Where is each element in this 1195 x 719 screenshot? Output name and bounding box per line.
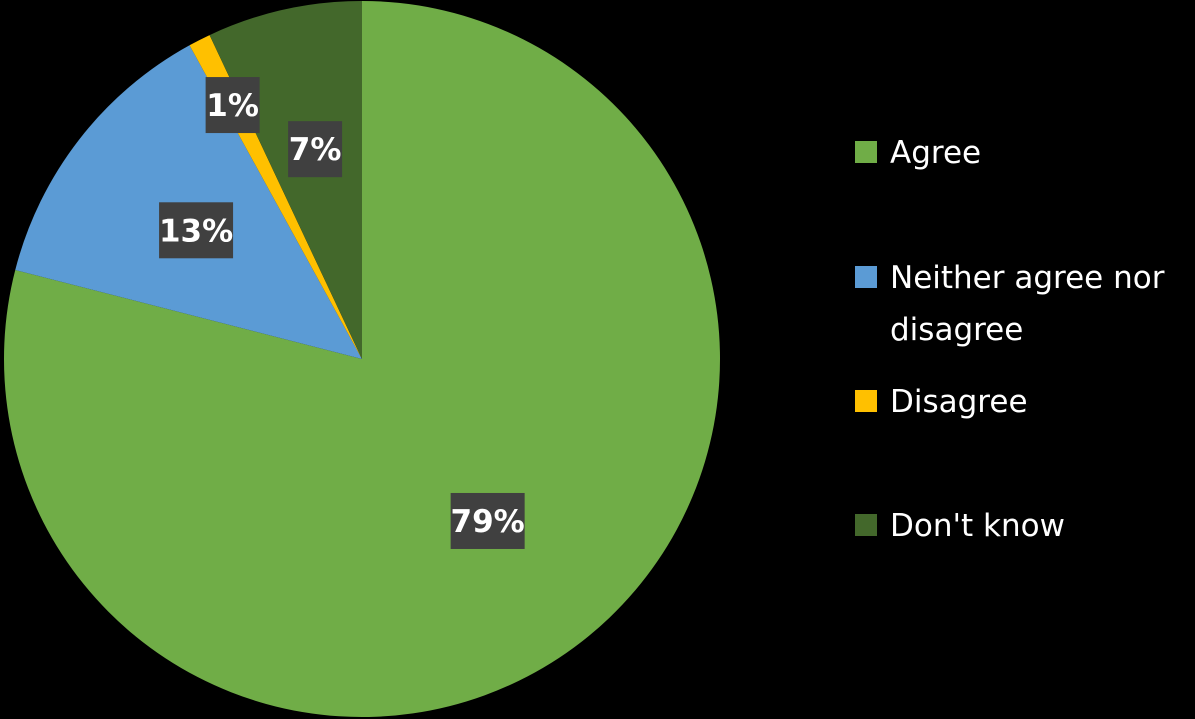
data-label-box xyxy=(450,492,525,549)
legend-swatch xyxy=(855,390,877,412)
data-label-box xyxy=(288,121,343,178)
legend-item: Don't know xyxy=(855,508,1065,544)
pie-slice-neither-agree-nor-disagree xyxy=(15,45,363,360)
data-label-box xyxy=(159,202,234,259)
data-label-text: 7% xyxy=(289,132,342,168)
legend-label: Neither agree nor xyxy=(890,260,1165,296)
legend-item: Agree xyxy=(855,135,981,171)
data-label: 79% xyxy=(450,492,525,549)
data-label: 7% xyxy=(288,121,343,178)
legend-swatch xyxy=(855,514,877,536)
legend-label: disagree xyxy=(890,312,1023,348)
pie-slices xyxy=(3,1,720,717)
legend-label: Don't know xyxy=(890,508,1065,544)
data-label-text: 1% xyxy=(206,88,259,124)
legend-item: Disagree xyxy=(855,384,1028,420)
data-label: 13% xyxy=(159,202,234,259)
data-label-text: 79% xyxy=(451,504,525,540)
legend-label: Agree xyxy=(890,135,981,171)
legend-item: Neither agree nor disagree xyxy=(855,260,1165,348)
slice-labels: 79% 13% 1% 7% xyxy=(159,77,525,549)
data-label-box xyxy=(205,77,260,134)
data-label: 1% xyxy=(205,77,260,134)
legend-swatch xyxy=(855,266,877,288)
legend-label: Disagree xyxy=(890,384,1028,420)
legend: Agree Neither agree nor disagree Disagree Do… xyxy=(855,135,1165,544)
data-label-text: 13% xyxy=(159,213,233,249)
legend-swatch xyxy=(855,141,877,163)
